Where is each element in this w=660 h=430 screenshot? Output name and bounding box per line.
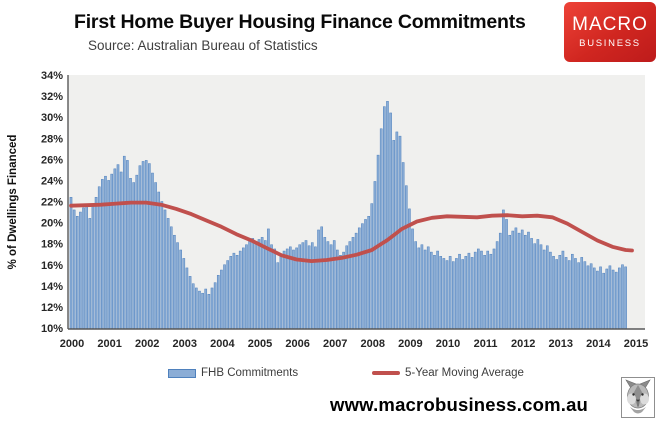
svg-text:30%: 30% — [41, 112, 63, 124]
svg-text:2009: 2009 — [398, 338, 422, 350]
website-url: www.macrobusiness.com.au — [330, 394, 589, 415]
y-axis-tick-labels: 34% 32% 30% 28% 26% 24% 22% 20% 18% 16% 14% 12% 10% — [41, 70, 63, 335]
legend-label-moving-average: 5-Year Moving Average — [405, 367, 524, 379]
svg-text:32%: 32% — [41, 91, 63, 103]
legend-label-fhb: FHB Commitments — [201, 367, 299, 379]
legend-item-fhb: FHB Commitments — [168, 367, 298, 379]
svg-text:28%: 28% — [41, 133, 63, 145]
svg-text:26%: 26% — [41, 154, 63, 166]
svg-text:2013: 2013 — [549, 338, 573, 350]
moving-average-line — [69, 200, 634, 264]
svg-text:12%: 12% — [41, 302, 63, 314]
moving-average-line-swatch-icon — [372, 371, 400, 375]
logo-text-macro: MACRO — [572, 14, 648, 35]
svg-text:2006: 2006 — [285, 338, 309, 350]
macrobusiness-logo: MACRO BUSINESS — [564, 2, 656, 62]
svg-text:16%: 16% — [41, 260, 63, 272]
svg-text:2008: 2008 — [361, 338, 385, 350]
svg-text:2001: 2001 — [97, 338, 121, 350]
wolf-logo — [621, 377, 655, 418]
svg-text:2007: 2007 — [323, 338, 347, 350]
svg-text:22%: 22% — [41, 197, 63, 209]
svg-text:2002: 2002 — [135, 338, 159, 350]
fhb-bar-swatch-icon — [168, 368, 196, 378]
svg-text:2003: 2003 — [173, 338, 197, 350]
source-note: Source: Australian Bureau of Statistics — [88, 38, 318, 53]
logo-text-business: BUSINESS — [579, 38, 641, 49]
svg-text:2010: 2010 — [436, 338, 460, 350]
svg-text:24%: 24% — [41, 175, 63, 187]
svg-text:2015: 2015 — [624, 338, 648, 350]
svg-text:10%: 10% — [41, 323, 63, 335]
svg-text:14%: 14% — [41, 281, 63, 293]
svg-text:2011: 2011 — [474, 338, 498, 350]
svg-text:2005: 2005 — [248, 338, 272, 350]
page-title: First Home Buyer Housing Finance Commitm… — [74, 11, 526, 33]
y-axis-title: % of Dwellings Financed — [7, 135, 19, 270]
svg-text:2012: 2012 — [511, 338, 535, 350]
svg-text:20%: 20% — [41, 218, 63, 230]
x-axis-tick-labels: 2000 2001 2002 2003 2004 2005 2006 2007 2008 2009… — [60, 338, 648, 350]
svg-text:2000: 2000 — [60, 338, 84, 350]
svg-text:18%: 18% — [41, 239, 63, 251]
svg-text:2004: 2004 — [210, 338, 235, 350]
svg-text:34%: 34% — [41, 70, 63, 82]
svg-text:2014: 2014 — [586, 338, 611, 350]
wolf-sketch-icon — [625, 379, 651, 414]
fhb-commitments-chart: 34% 32% 30% 28% 26% 24% 22% 20% 18% 16% 14% 12% 10% 2… — [7, 70, 648, 350]
legend-item-moving-average: 5-Year Moving Average — [372, 367, 524, 379]
